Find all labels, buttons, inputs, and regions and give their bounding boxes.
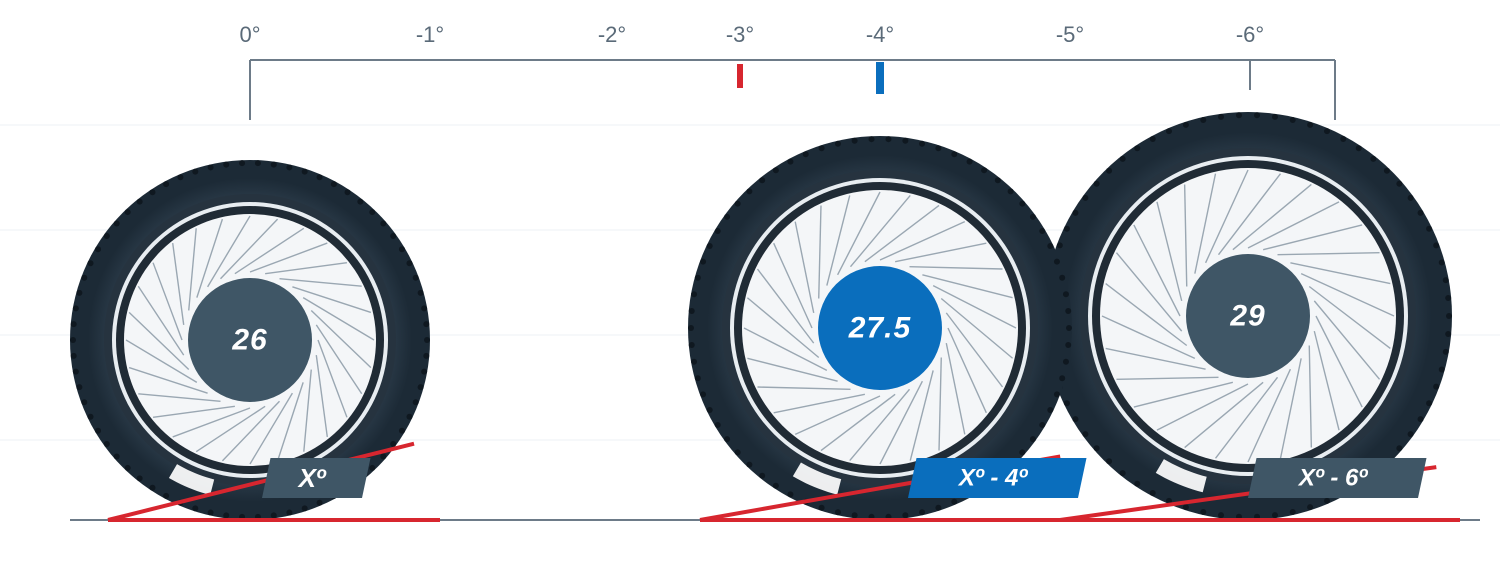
angle-box-label: Xº - 6º: [1297, 465, 1368, 492]
scale-tick-label: -6°: [1236, 22, 1264, 47]
scale-tick-label: -5°: [1056, 22, 1084, 47]
wheel-w26: 26: [70, 160, 430, 520]
angle-box-label: Xº - 4º: [957, 465, 1028, 492]
angle-box: Xº - 6º: [1248, 458, 1427, 498]
angle-box-label: Xº: [297, 463, 327, 493]
scale-tick-label: -2°: [598, 22, 626, 47]
hub-label: 29: [1229, 300, 1265, 333]
hub-label: 27.5: [848, 312, 912, 345]
angle-box: Xº: [262, 458, 371, 498]
hub-label: 26: [231, 324, 267, 357]
scale-tick-label: 0°: [239, 22, 260, 47]
diagram-stage: 0° -1° -2° -3° -4° -5° -6° 29 27.5 26 Xº Xº - 4º Xº …: [0, 0, 1500, 580]
angle-box: Xº - 4º: [908, 458, 1087, 498]
scale-tick-label: -1°: [416, 22, 444, 47]
scale-tick-label: -3°: [726, 22, 754, 47]
scale-tick-label: -4°: [866, 22, 894, 47]
